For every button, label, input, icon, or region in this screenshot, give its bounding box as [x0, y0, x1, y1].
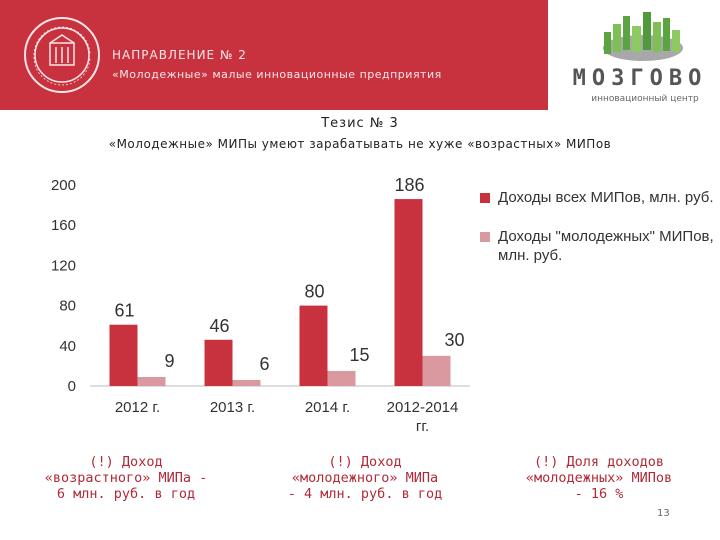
y-tick-label-3: 120 [51, 257, 76, 274]
bar-young-3 [422, 355, 451, 386]
y-tick-label-5: 200 [51, 177, 76, 194]
x-tick-label-1: 2013 г. [210, 399, 255, 416]
bar-all-3 [394, 199, 423, 386]
legend-swatch-all [480, 193, 490, 203]
note-young-share: (!) Доля доходов «молодежных» МИПов - 16… [525, 454, 673, 502]
legend-item-all: Доходы всех МИПов, млн. руб. [480, 188, 715, 207]
income-bar-chart: 0 40 80 120 160 200 61 9 2012 г. 46 6 2013 г. 80 15 20… [51, 175, 470, 435]
note-young-income: (!) Доход «молодежного» МИПа - 4 млн. ру… [287, 454, 443, 502]
bar-all-1 [204, 339, 233, 386]
header-red-panel [0, 0, 548, 110]
legend-item-young: Доходы "молодежных" МИПов, млн. руб. [480, 227, 715, 265]
y-tick-label-1: 40 [59, 338, 76, 355]
y-tick-label-4: 160 [51, 217, 76, 234]
legend-label-young: Доходы "молодежных" МИПов, млн. руб. [498, 228, 714, 264]
direction-title: НАПРАВЛЕНИЕ № 2 [112, 48, 247, 62]
y-tick-label-2: 80 [59, 298, 76, 315]
x-tick-label-3: 2012-2014 [387, 399, 459, 416]
x-tick-label-2: 2014 г. [305, 399, 350, 416]
y-tick-label-0: 0 [68, 378, 76, 395]
data-label-all-3: 186 [394, 175, 424, 195]
page-number: 13 [657, 508, 670, 519]
data-label-young-2: 15 [349, 345, 369, 365]
legend-swatch-young [480, 232, 490, 242]
data-label-young-3: 30 [444, 330, 464, 350]
brand-subtitle: инновационный центр [591, 94, 699, 104]
bar-young-0 [137, 376, 166, 386]
header-banner: НАПРАВЛЕНИЕ № 2 «Молодежные» малые иннов… [0, 0, 720, 110]
data-label-young-1: 6 [259, 354, 269, 374]
brand-name: МОЗГОВО [572, 66, 708, 91]
x-tick-label-0: 2012 г. [115, 399, 160, 416]
data-label-all-0: 61 [114, 301, 134, 321]
brain-city-logo-icon [603, 12, 683, 61]
data-label-all-1: 46 [209, 316, 229, 336]
bar-young-1 [232, 379, 261, 386]
bar-young-2 [327, 370, 356, 386]
bar-all-2 [299, 305, 328, 386]
bar-all-0 [109, 324, 138, 386]
university-seal-icon [24, 17, 100, 93]
data-label-all-2: 80 [304, 282, 324, 302]
direction-subtitle: «Молодежные» малые инновационные предпри… [112, 68, 442, 81]
legend-label-all: Доходы всех МИПов, млн. руб. [498, 189, 714, 206]
thesis-statement: «Молодежные» МИПы умеют зарабатывать не … [108, 137, 612, 151]
x-tick-label-3-line2: гг. [416, 418, 429, 435]
thesis-title: Тезис № 3 [321, 116, 399, 131]
note-older-income: (!) Доход «возрастного» МИПа - 6 млн. ру… [44, 454, 208, 502]
chart-legend: Доходы всех МИПов, млн. руб. Доходы "мол… [480, 188, 715, 285]
data-label-young-0: 9 [164, 351, 174, 371]
